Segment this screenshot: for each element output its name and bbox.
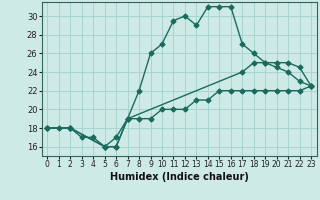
X-axis label: Humidex (Indice chaleur): Humidex (Indice chaleur) xyxy=(110,172,249,182)
